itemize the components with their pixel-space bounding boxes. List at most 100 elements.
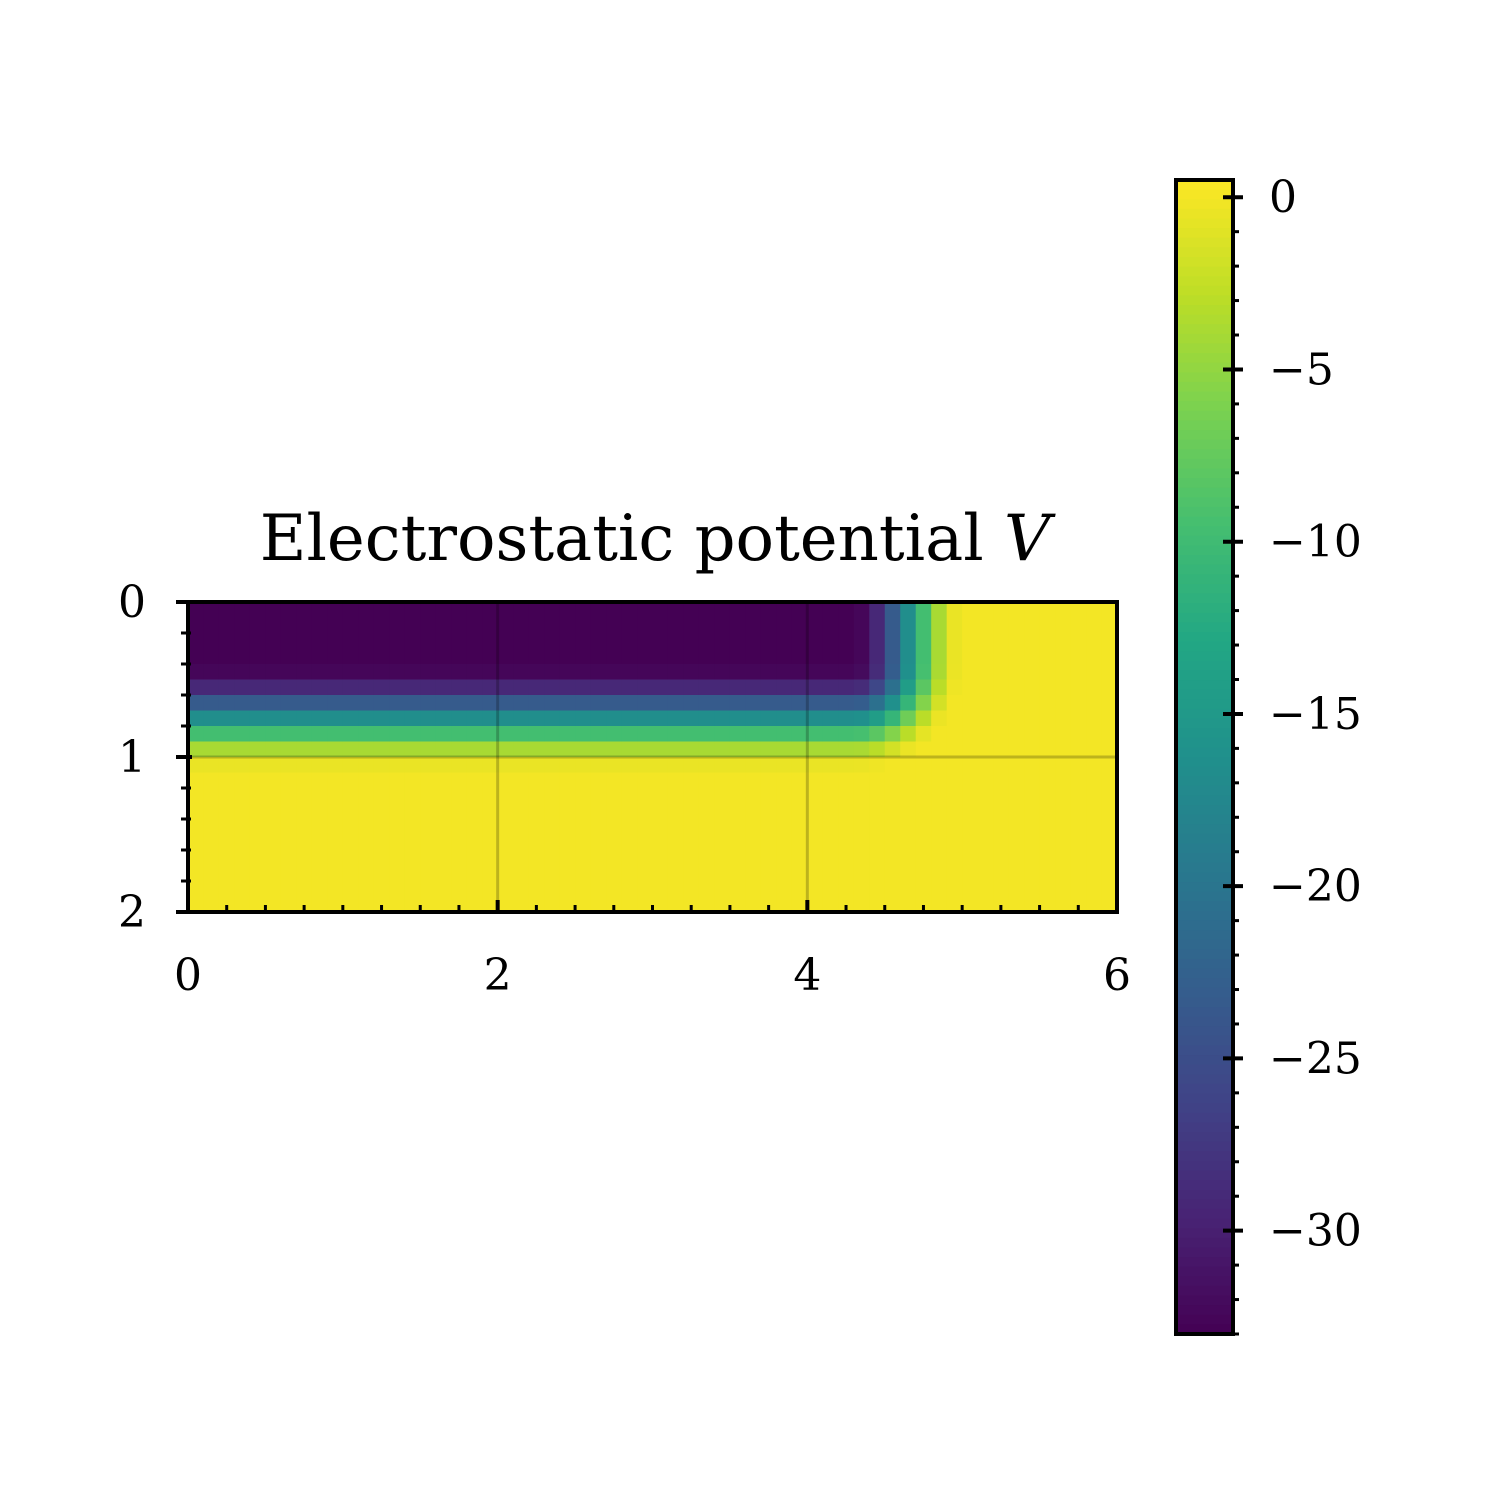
heatmap-cell <box>188 633 205 650</box>
heatmap-cell <box>528 695 545 712</box>
heatmap-cell <box>327 617 344 634</box>
colorbar-segment <box>1176 247 1233 258</box>
heatmap-cell <box>389 695 406 712</box>
heatmap-cell <box>203 850 220 867</box>
heatmap-cell <box>1008 850 1025 867</box>
heatmap-cell <box>451 757 468 774</box>
heatmap-cell <box>729 602 746 619</box>
heatmap-cell <box>993 865 1010 882</box>
heatmap-cell <box>853 633 870 650</box>
heatmap-cell <box>884 881 901 898</box>
heatmap-cell <box>327 726 344 743</box>
colorbar-segment <box>1176 1151 1233 1162</box>
heatmap-cell <box>791 602 808 619</box>
heatmap-cell <box>946 633 963 650</box>
heatmap-cell <box>1008 679 1025 696</box>
heatmap-cell <box>528 757 545 774</box>
colorbar-segment <box>1176 189 1233 200</box>
x-tick-label: 0 <box>174 950 202 1001</box>
colorbar-segment <box>1176 660 1233 672</box>
heatmap-cell <box>497 757 514 774</box>
heatmap-cell <box>528 741 545 758</box>
heatmap-cell <box>993 664 1010 681</box>
colorbar-segment <box>1176 516 1233 527</box>
heatmap-cell <box>1024 834 1041 851</box>
heatmap-cell <box>218 896 236 913</box>
heatmap-cell <box>915 772 932 789</box>
heatmap-cell <box>1086 865 1103 882</box>
heatmap-cell <box>513 648 530 665</box>
heatmap-cell <box>1008 819 1025 836</box>
colorbar-segment <box>1176 1170 1233 1181</box>
heatmap-cell <box>327 881 344 898</box>
heatmap-cell <box>1101 633 1118 650</box>
heatmap-cell <box>652 695 669 712</box>
heatmap-cell <box>420 850 437 867</box>
heatmap-cell <box>280 741 297 758</box>
colorbar-segment <box>1176 1045 1233 1056</box>
heatmap-cell <box>1055 865 1072 882</box>
heatmap-cell <box>838 850 855 867</box>
heatmap-cell <box>218 695 236 712</box>
heatmap-cell <box>435 834 452 851</box>
heatmap-cell <box>528 819 545 836</box>
heatmap-cell <box>667 710 685 727</box>
heatmap-cell <box>466 772 483 789</box>
heatmap-cell <box>513 679 530 696</box>
heatmap-cell <box>327 865 344 882</box>
heatmap-cell <box>776 602 793 619</box>
heatmap-cell <box>358 710 375 727</box>
colorbar-segment <box>1176 468 1233 479</box>
heatmap-cell <box>327 803 344 820</box>
heatmap-cell <box>729 803 746 820</box>
heatmap-cell <box>590 602 607 619</box>
heatmap-cell <box>373 664 390 681</box>
colorbar-segment <box>1176 545 1233 556</box>
heatmap-cell <box>1008 772 1025 789</box>
heatmap-cell <box>714 865 731 882</box>
colorbar-segment <box>1176 410 1233 422</box>
heatmap-cell <box>482 648 499 665</box>
heatmap-cell <box>621 896 638 913</box>
colorbar-segment <box>1176 362 1233 373</box>
heatmap-cell <box>900 602 917 619</box>
heatmap-cell <box>637 648 654 665</box>
heatmap-cell <box>358 834 375 851</box>
colorbar-tick-label: −10 <box>1269 517 1362 568</box>
heatmap-cell <box>280 803 297 820</box>
heatmap-cell <box>497 819 514 836</box>
heatmap-cell <box>714 710 731 727</box>
colorbar-segment <box>1176 218 1233 229</box>
heatmap-cell <box>652 757 669 774</box>
heatmap-cell <box>435 726 452 743</box>
heatmap-cell <box>822 741 839 758</box>
heatmap-cell <box>946 679 963 696</box>
heatmap-cell <box>404 679 421 696</box>
heatmap-cell <box>698 834 716 851</box>
heatmap-cell <box>559 741 576 758</box>
heatmap-cell <box>946 726 963 743</box>
heatmap-cell <box>559 757 576 774</box>
heatmap-cell <box>791 850 808 867</box>
heatmap-cell <box>497 617 514 634</box>
heatmap-cell <box>482 788 499 805</box>
heatmap-cell <box>760 834 777 851</box>
colorbar-segment <box>1176 958 1233 970</box>
heatmap-cell <box>637 633 654 650</box>
heatmap-cell <box>807 679 824 696</box>
heatmap-cell <box>1070 695 1087 712</box>
heatmap-cell <box>1024 896 1041 913</box>
heatmap-cell <box>544 803 561 820</box>
colorbar-segment <box>1176 1064 1233 1075</box>
heatmap-cell <box>915 896 932 913</box>
heatmap-cell <box>1070 896 1087 913</box>
heatmap-cell <box>714 741 731 758</box>
heatmap-cell <box>760 819 777 836</box>
heatmap-cell <box>435 741 452 758</box>
heatmap-cell <box>559 850 576 867</box>
heatmap-cell <box>575 679 592 696</box>
heatmap-cell <box>466 710 483 727</box>
heatmap-cell <box>482 834 499 851</box>
heatmap-cell <box>342 772 359 789</box>
heatmap-cell <box>435 695 452 712</box>
